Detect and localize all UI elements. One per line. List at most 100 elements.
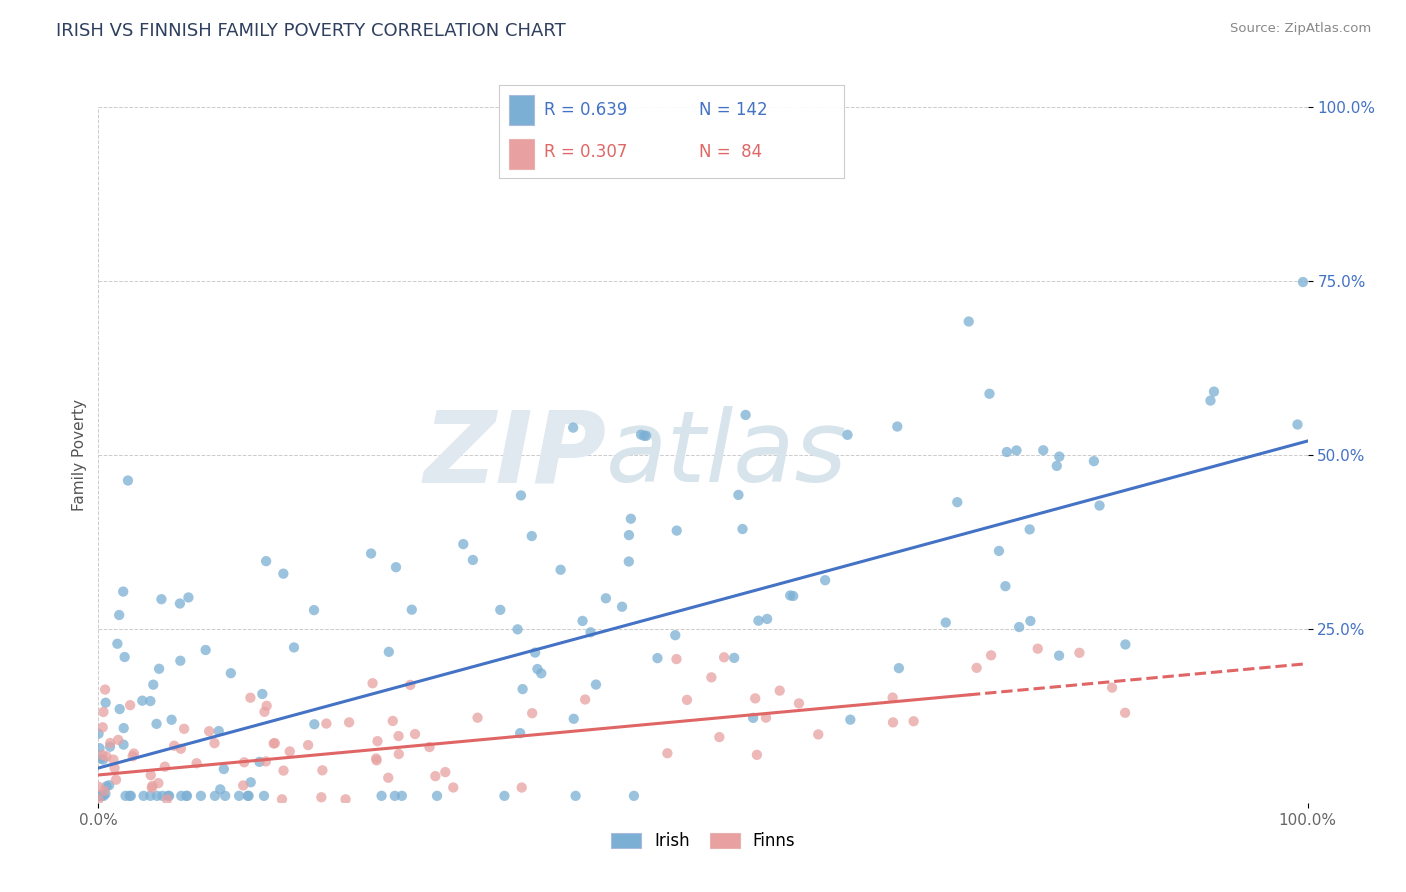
- Point: [886, 419, 908, 434]
- Point: [520, 529, 543, 543]
- Point: [489, 603, 512, 617]
- Point: [297, 738, 319, 752]
- Point: [839, 713, 862, 727]
- Point: [946, 495, 969, 509]
- Point: [426, 789, 449, 803]
- Point: [610, 599, 633, 614]
- Point: [112, 721, 135, 735]
- Point: [887, 661, 910, 675]
- FancyBboxPatch shape: [509, 95, 534, 125]
- Point: [283, 640, 305, 655]
- Point: [94, 682, 117, 697]
- Point: [401, 602, 423, 616]
- Point: [370, 789, 392, 803]
- Point: [571, 614, 593, 628]
- Point: [96, 779, 118, 793]
- Point: [1199, 393, 1222, 408]
- Text: N = 142: N = 142: [699, 101, 768, 119]
- Point: [239, 775, 262, 789]
- Point: [510, 488, 533, 502]
- Point: [782, 589, 804, 603]
- Point: [107, 732, 129, 747]
- Point: [254, 755, 277, 769]
- Point: [256, 698, 278, 713]
- Point: [744, 691, 766, 706]
- Point: [87, 792, 110, 806]
- Point: [755, 711, 778, 725]
- Point: [176, 789, 198, 803]
- Point: [957, 314, 980, 328]
- Point: [153, 759, 176, 773]
- Point: [87, 789, 110, 803]
- Point: [562, 420, 585, 434]
- Point: [585, 677, 607, 691]
- Point: [142, 678, 165, 692]
- Point: [311, 764, 333, 778]
- Point: [769, 683, 792, 698]
- Point: [160, 713, 183, 727]
- Point: [117, 474, 139, 488]
- Point: [713, 650, 735, 665]
- Point: [979, 386, 1001, 401]
- Point: [1046, 458, 1069, 473]
- Point: [745, 747, 768, 762]
- Point: [122, 747, 145, 761]
- Point: [1047, 450, 1070, 464]
- Point: [1018, 523, 1040, 537]
- Point: [253, 789, 276, 803]
- Point: [315, 716, 337, 731]
- Point: [734, 408, 756, 422]
- Point: [98, 739, 121, 754]
- Point: [112, 584, 135, 599]
- Point: [87, 780, 110, 794]
- Point: [233, 756, 256, 770]
- Point: [814, 573, 837, 587]
- Point: [150, 592, 173, 607]
- Point: [562, 712, 585, 726]
- Point: [302, 603, 325, 617]
- Point: [105, 772, 128, 787]
- Text: ZIP: ZIP: [423, 407, 606, 503]
- Point: [1083, 454, 1105, 468]
- Point: [530, 666, 553, 681]
- Point: [779, 589, 801, 603]
- Point: [747, 614, 769, 628]
- Point: [636, 429, 658, 443]
- Point: [361, 676, 384, 690]
- Point: [388, 747, 411, 761]
- Point: [121, 749, 143, 764]
- Point: [494, 789, 516, 803]
- Point: [384, 789, 406, 803]
- Point: [228, 789, 250, 803]
- Point: [90, 789, 112, 803]
- Point: [194, 643, 217, 657]
- Point: [903, 714, 925, 729]
- Point: [434, 765, 457, 780]
- Point: [169, 597, 191, 611]
- Point: [98, 778, 121, 792]
- Point: [787, 697, 810, 711]
- Point: [882, 715, 904, 730]
- Point: [441, 780, 464, 795]
- Point: [150, 789, 173, 803]
- Point: [387, 729, 409, 743]
- Text: IRISH VS FINNISH FAMILY POVERTY CORRELATION CHART: IRISH VS FINNISH FAMILY POVERTY CORRELAT…: [56, 22, 567, 40]
- Point: [1032, 443, 1054, 458]
- Point: [212, 762, 235, 776]
- Point: [93, 784, 115, 798]
- Point: [103, 761, 125, 775]
- Point: [114, 650, 136, 665]
- Point: [510, 780, 533, 795]
- Point: [727, 488, 749, 502]
- Point: [208, 724, 231, 739]
- Text: Source: ZipAtlas.com: Source: ZipAtlas.com: [1230, 22, 1371, 36]
- Point: [1005, 443, 1028, 458]
- Point: [366, 751, 388, 765]
- Point: [1202, 384, 1225, 399]
- Point: [595, 591, 617, 606]
- Point: [980, 648, 1002, 663]
- Point: [360, 547, 382, 561]
- Y-axis label: Family Poverty: Family Poverty: [72, 399, 87, 511]
- Point: [366, 753, 388, 767]
- Point: [399, 678, 422, 692]
